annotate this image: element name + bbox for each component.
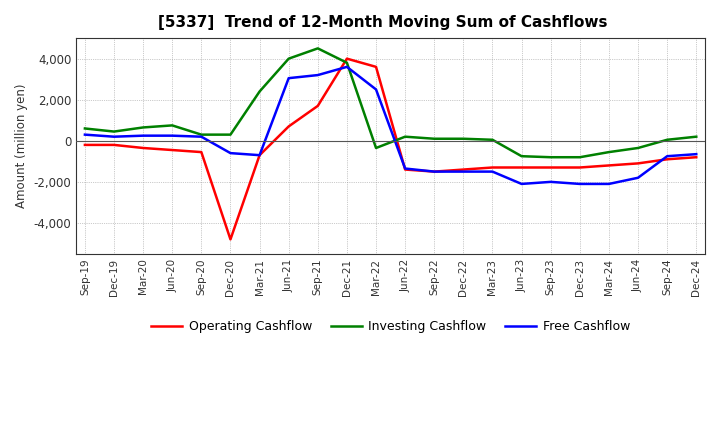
Free Cashflow <box>692 151 701 157</box>
Operating Cashflow <box>139 145 148 150</box>
Operating Cashflow <box>605 163 613 168</box>
Free Cashflow <box>663 154 672 159</box>
Free Cashflow <box>343 64 351 70</box>
Operating Cashflow <box>284 124 293 129</box>
Investing Cashflow <box>226 132 235 137</box>
Investing Cashflow <box>168 123 176 128</box>
Investing Cashflow <box>517 154 526 159</box>
Operating Cashflow <box>197 150 206 155</box>
Legend: Operating Cashflow, Investing Cashflow, Free Cashflow: Operating Cashflow, Investing Cashflow, … <box>146 315 635 338</box>
Free Cashflow <box>109 134 118 139</box>
Investing Cashflow <box>546 154 555 160</box>
Free Cashflow <box>575 181 584 187</box>
Free Cashflow <box>284 76 293 81</box>
Investing Cashflow <box>663 137 672 143</box>
Free Cashflow <box>139 133 148 138</box>
Investing Cashflow <box>575 154 584 160</box>
Investing Cashflow <box>430 136 438 141</box>
Operating Cashflow <box>401 167 410 172</box>
Free Cashflow <box>430 169 438 174</box>
Operating Cashflow <box>663 157 672 162</box>
Operating Cashflow <box>256 153 264 158</box>
Investing Cashflow <box>139 125 148 130</box>
Free Cashflow <box>488 169 497 174</box>
Operating Cashflow <box>168 147 176 153</box>
Free Cashflow <box>226 150 235 156</box>
Investing Cashflow <box>692 134 701 139</box>
Free Cashflow <box>313 73 322 78</box>
Investing Cashflow <box>488 137 497 143</box>
Operating Cashflow <box>634 161 642 166</box>
Investing Cashflow <box>197 132 206 137</box>
Operating Cashflow <box>488 165 497 170</box>
Free Cashflow <box>459 169 468 174</box>
Operating Cashflow <box>226 237 235 242</box>
Free Cashflow <box>401 166 410 171</box>
Line: Investing Cashflow: Investing Cashflow <box>85 48 696 157</box>
Free Cashflow <box>197 134 206 139</box>
Free Cashflow <box>372 87 380 92</box>
Line: Operating Cashflow: Operating Cashflow <box>85 59 696 239</box>
Investing Cashflow <box>401 134 410 139</box>
Operating Cashflow <box>313 103 322 109</box>
Investing Cashflow <box>343 60 351 66</box>
Free Cashflow <box>168 133 176 138</box>
Operating Cashflow <box>517 165 526 170</box>
Free Cashflow <box>546 179 555 184</box>
Investing Cashflow <box>284 56 293 61</box>
Line: Free Cashflow: Free Cashflow <box>85 67 696 184</box>
Operating Cashflow <box>81 142 89 147</box>
Operating Cashflow <box>692 154 701 160</box>
Operating Cashflow <box>459 167 468 172</box>
Free Cashflow <box>634 175 642 180</box>
Operating Cashflow <box>430 169 438 174</box>
Investing Cashflow <box>605 150 613 155</box>
Text: [5337]  Trend of 12-Month Moving Sum of Cashflows: [5337] Trend of 12-Month Moving Sum of C… <box>158 15 608 30</box>
Free Cashflow <box>517 181 526 187</box>
Operating Cashflow <box>109 142 118 147</box>
Operating Cashflow <box>372 64 380 70</box>
Free Cashflow <box>605 181 613 187</box>
Investing Cashflow <box>256 89 264 94</box>
Investing Cashflow <box>81 126 89 131</box>
Investing Cashflow <box>634 145 642 150</box>
Operating Cashflow <box>343 56 351 61</box>
Investing Cashflow <box>372 145 380 150</box>
Investing Cashflow <box>109 129 118 134</box>
Investing Cashflow <box>459 136 468 141</box>
Y-axis label: Amount (million yen): Amount (million yen) <box>15 84 28 208</box>
Operating Cashflow <box>575 165 584 170</box>
Operating Cashflow <box>546 165 555 170</box>
Free Cashflow <box>81 132 89 137</box>
Investing Cashflow <box>313 46 322 51</box>
Free Cashflow <box>256 153 264 158</box>
